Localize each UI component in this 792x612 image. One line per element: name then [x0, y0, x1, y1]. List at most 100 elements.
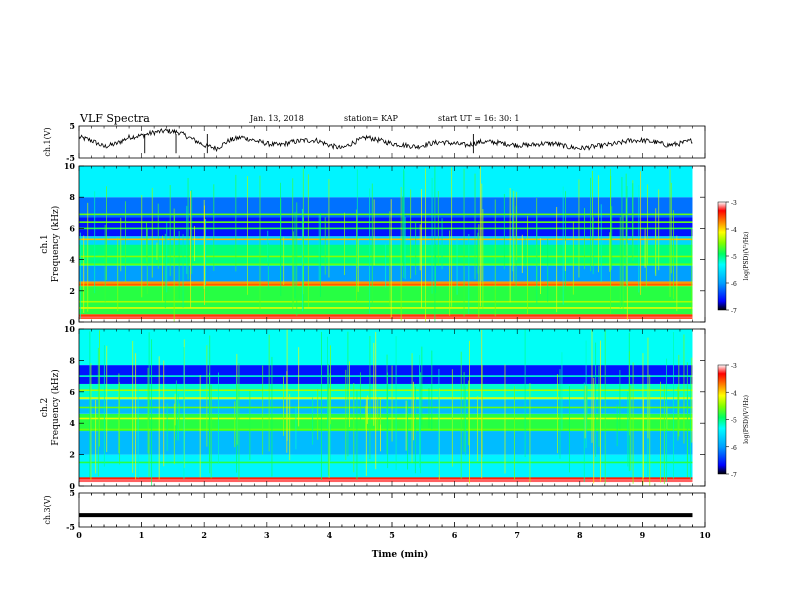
- sferic-streak: [451, 369, 453, 467]
- sferic-streak: [503, 193, 505, 270]
- spectrogram-band: [79, 431, 693, 455]
- x-tick-label: 6: [452, 530, 458, 540]
- sferic-streak: [494, 199, 496, 317]
- sferic-streak: [403, 169, 405, 278]
- sferic-streak: [421, 346, 423, 426]
- sferic-streak: [632, 183, 634, 263]
- sferic-streak: [389, 211, 391, 307]
- x-tick-label: 7: [514, 530, 520, 540]
- sferic-streak: [283, 236, 285, 285]
- sferic-streak: [407, 400, 408, 470]
- sferic-streak: [182, 234, 184, 308]
- sferic-streak: [640, 171, 642, 295]
- sferic-streak: [400, 187, 402, 321]
- x-tick-label: 9: [640, 530, 646, 540]
- emission-line: [79, 428, 693, 431]
- emission-line: [79, 406, 693, 409]
- sferic-streak: [565, 191, 567, 291]
- sferic-streak: [592, 217, 594, 275]
- sferic-streak: [540, 238, 542, 295]
- sferic-streak: [328, 388, 330, 478]
- colorbar-tick-label: -5: [731, 418, 737, 425]
- sferic-streak: [627, 391, 629, 467]
- emission-line: [79, 389, 693, 392]
- emission-line: [79, 417, 693, 420]
- y-tick-label: 4: [69, 255, 75, 265]
- sferic-streak: [625, 173, 627, 283]
- spectrogram-band: [79, 383, 693, 400]
- sferic-streak: [593, 377, 595, 484]
- sferic-streak: [521, 234, 523, 274]
- sferic-streak: [283, 376, 284, 436]
- sferic-streak: [151, 187, 153, 278]
- sferic-streak: [208, 372, 210, 462]
- sferic-streak: [619, 216, 621, 309]
- sferic-streak: [369, 335, 371, 460]
- sferic-streak: [676, 235, 678, 312]
- sferic-streak: [97, 347, 99, 477]
- sferic-streak: [655, 208, 657, 276]
- sferic-streak: [177, 393, 179, 441]
- sferic-streak: [213, 184, 215, 271]
- sferic-streak: [425, 168, 427, 322]
- sferic-streak: [386, 354, 388, 455]
- sferic-streak: [365, 397, 367, 476]
- sferic-streak: [669, 169, 671, 297]
- y-axis-label: Frequency (kHz): [50, 369, 61, 446]
- sferic-streak: [328, 179, 330, 278]
- sferic-streak: [431, 350, 433, 430]
- sferic-streak: [238, 363, 240, 481]
- y-tick-label: 10: [64, 324, 76, 334]
- sferic-streak: [296, 202, 298, 316]
- colorbar: -3 -4 -5 -6 -7 log(PSD)(V²/Hz): [717, 200, 750, 315]
- sferic-streak: [599, 340, 601, 482]
- sferic-streak: [477, 232, 479, 274]
- sferic-streak: [478, 224, 480, 318]
- sferic-streak: [146, 228, 148, 295]
- sferic-streak: [628, 332, 630, 472]
- sferic-streak: [673, 210, 674, 300]
- x-tick-label: 4: [327, 530, 333, 540]
- x-tick-label: 3: [264, 530, 270, 540]
- colorbar-tick-label: -3: [731, 363, 737, 370]
- sferic-streak: [379, 398, 381, 425]
- sferic-streak: [203, 199, 205, 290]
- sferic-streak: [301, 208, 303, 312]
- spectrogram-band: [79, 365, 693, 384]
- sferic-streak: [413, 381, 414, 441]
- sferic-streak: [513, 190, 515, 282]
- sferic-streak: [286, 329, 288, 441]
- sferic-streak: [649, 374, 651, 486]
- sferic-streak: [94, 191, 96, 294]
- sferic-streak: [321, 331, 322, 480]
- sferic-streak: [90, 363, 92, 481]
- sferic-streak: [647, 337, 649, 439]
- x-tick-label: 1: [139, 530, 145, 540]
- sferic-streak: [135, 353, 137, 480]
- sferic-streak: [645, 240, 647, 288]
- sferic-streak: [513, 386, 515, 480]
- sferic-streak: [691, 228, 693, 315]
- sferic-streak: [524, 329, 526, 458]
- chart-title: VLF Spectra: [80, 112, 150, 125]
- sferic-streak: [686, 362, 688, 478]
- sferic-streak: [267, 243, 269, 290]
- sferic-streak: [247, 176, 248, 295]
- emission-line: [79, 461, 693, 464]
- y-tick-label: 4: [69, 418, 75, 428]
- colorbar-label: log(PSD)(V²/Hz): [743, 232, 750, 281]
- sferic-streak: [106, 186, 108, 280]
- sferic-streak: [347, 331, 349, 457]
- y-tick-label: 6: [69, 223, 75, 233]
- sferic-streak: [391, 365, 393, 442]
- emission-line: [79, 213, 693, 216]
- sferic-streak: [157, 203, 159, 269]
- waveform-panel: [78, 492, 706, 528]
- x-axis-label: Time (min): [372, 549, 429, 560]
- sferic-streak: [434, 166, 436, 322]
- sferic-streak: [173, 208, 175, 322]
- sferic-streak: [156, 242, 158, 260]
- sferic-streak: [164, 233, 166, 309]
- y-tick-label: 2: [69, 450, 75, 460]
- sferic-streak: [468, 233, 470, 315]
